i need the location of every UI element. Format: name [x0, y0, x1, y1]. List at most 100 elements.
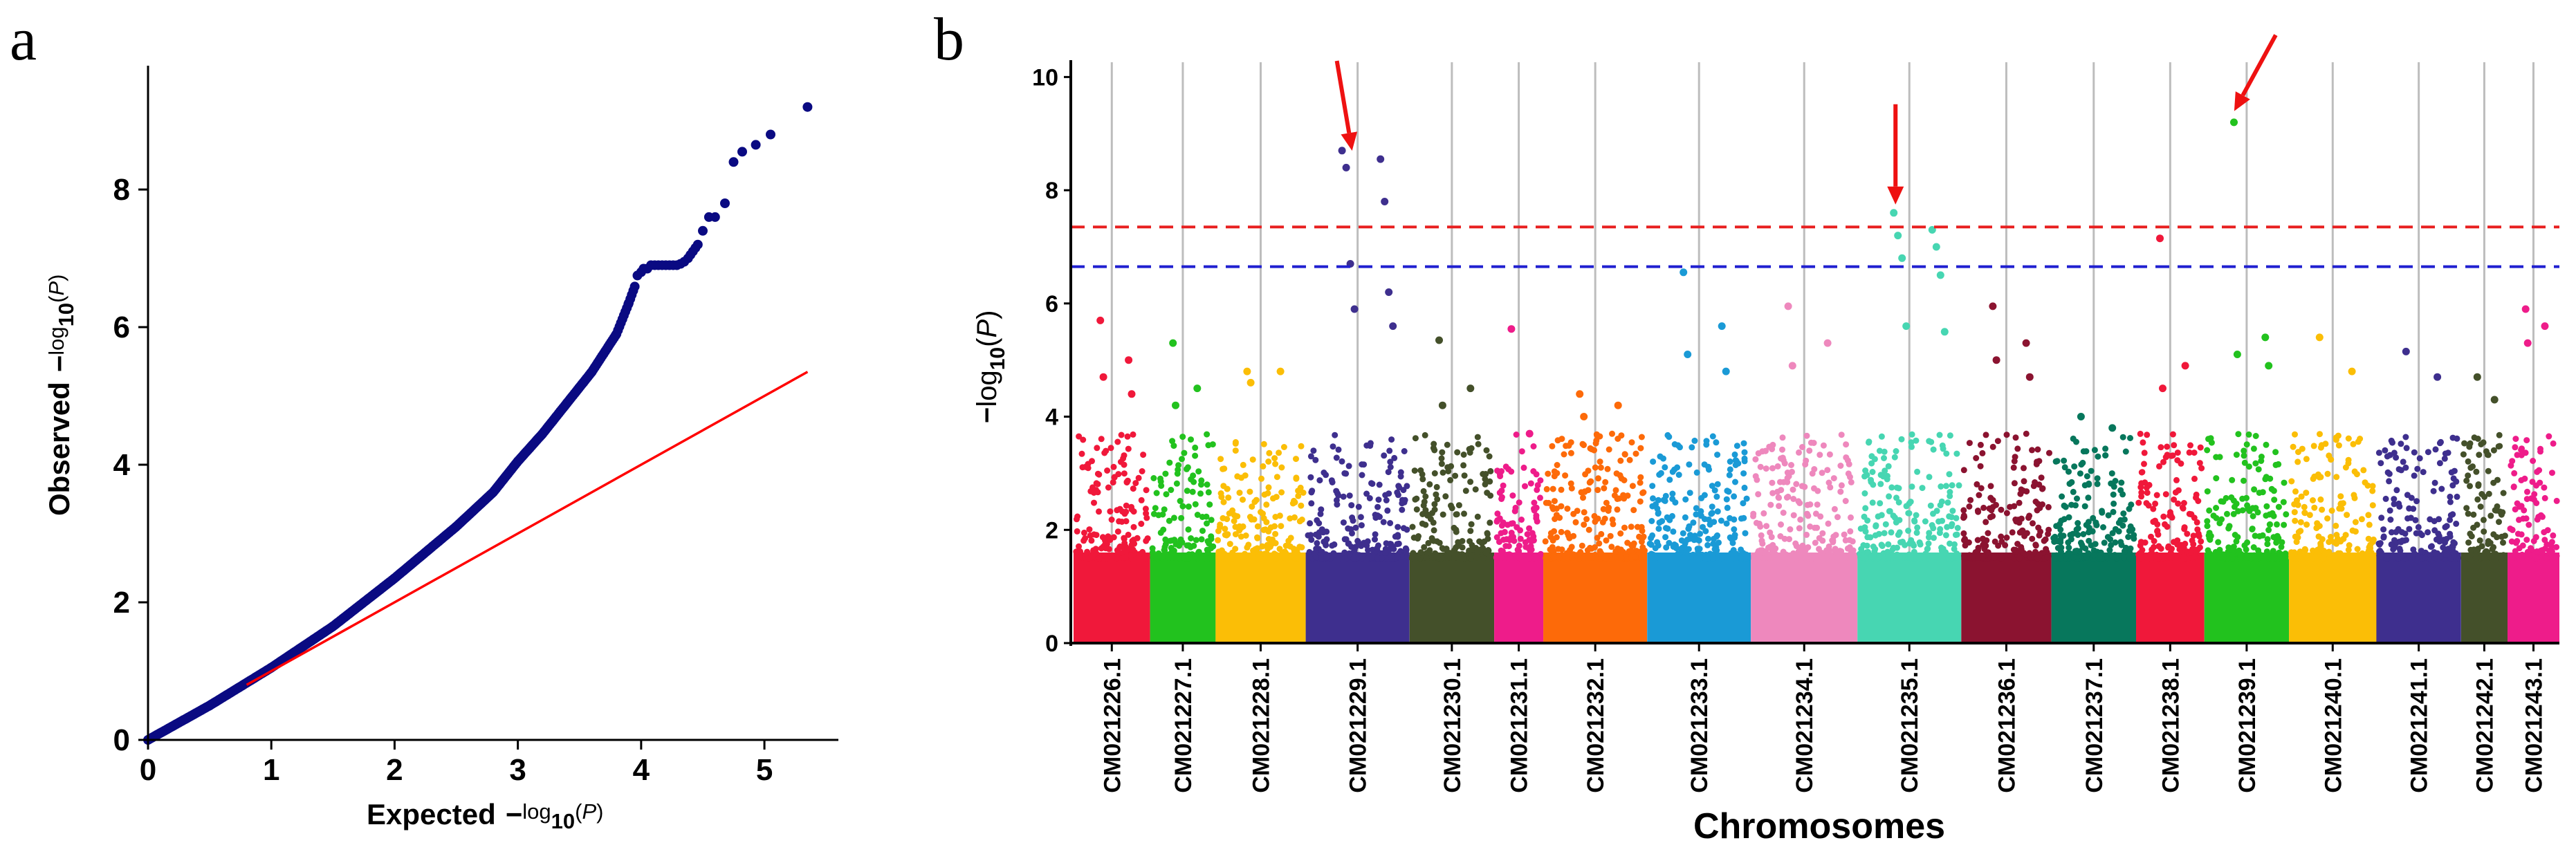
snp-point [1869, 469, 1876, 475]
snp-point [1168, 487, 1175, 493]
snp-point [1871, 456, 1878, 463]
snp-point [1439, 545, 1446, 552]
snp-point [2074, 495, 2080, 502]
snp-point [1537, 477, 1544, 484]
snp-point [1895, 485, 1902, 492]
snp-point [2102, 445, 2109, 452]
snp-point [1873, 523, 1879, 530]
snp-point [1580, 494, 1586, 501]
snp-peak-point [2434, 373, 2442, 381]
snp-point [1143, 555, 1150, 561]
snp-point [1585, 467, 1592, 474]
snp-point [1580, 555, 1587, 561]
snp-point [1410, 550, 1417, 557]
snp-point [1413, 506, 1420, 513]
snp-point [1779, 446, 1785, 453]
snp-point [2514, 538, 2521, 544]
snp-point [1727, 466, 1733, 473]
snp-point [1294, 546, 1300, 553]
qq-point [737, 147, 747, 157]
chromosome-label: CM021227.1 [1170, 658, 1197, 793]
snp-point [1117, 458, 1124, 465]
snp-point [1581, 442, 1587, 449]
snp-point [2057, 526, 2064, 533]
snp-point [2153, 492, 2160, 499]
snp-point [2418, 532, 2425, 539]
snp-point [2086, 537, 2092, 544]
snp-point [1487, 492, 1494, 499]
snp-point [1675, 472, 1682, 479]
manhattan-x-axis-title: Chromosomes [1693, 806, 1945, 846]
snp-peak-point [1169, 339, 1177, 347]
snp-point [1226, 541, 1233, 548]
snp-point [1678, 537, 1685, 544]
snp-point [2335, 442, 2342, 449]
snp-point [2333, 522, 2339, 529]
snp-point [1101, 449, 1108, 456]
snp-point [1076, 543, 1082, 550]
snp-point [1307, 474, 1314, 481]
snp-point [1594, 515, 1601, 522]
snp-point [1273, 474, 1280, 481]
snp-point [1621, 451, 1628, 458]
snp-point [1312, 550, 1318, 557]
snp-point [2524, 488, 2530, 495]
snp-point [1624, 539, 1631, 546]
snp-point [1185, 503, 1192, 510]
snp-point [1372, 531, 1379, 538]
snp-point [2269, 555, 2276, 561]
snp-point [1142, 505, 1149, 512]
snp-point [2244, 539, 2251, 546]
snp-point [2160, 554, 2166, 561]
snp-point [1798, 550, 1805, 557]
snp-point [1877, 481, 1884, 488]
snp-point [1767, 501, 1774, 508]
snp-peak-point [1389, 322, 1397, 331]
snp-point [1509, 520, 1516, 527]
snp-point [2350, 440, 2357, 447]
snp-peak-point [2025, 373, 2034, 381]
snp-point [1422, 493, 1429, 500]
snp-point [1498, 494, 1505, 501]
snp-point [1664, 514, 1671, 521]
snp-point [2495, 443, 2502, 450]
snp-peak-point [1784, 302, 1792, 310]
snp-point [2172, 489, 2179, 496]
chromosome-band [2204, 553, 2290, 643]
snp-point [1760, 510, 1767, 517]
snp-point [1079, 464, 1086, 471]
snp-point [1217, 521, 1224, 528]
snp-point [1871, 548, 1878, 555]
snp-point [1784, 470, 1791, 476]
snp-point [1757, 463, 1764, 470]
snp-point [2313, 553, 2319, 559]
snp-point [1204, 546, 1211, 553]
snp-point [2148, 533, 2154, 540]
snp-point [1474, 548, 1481, 555]
snp-point [1637, 474, 1644, 481]
snp-point [1628, 439, 1635, 446]
snp-point [1919, 485, 1926, 492]
snp-point [1121, 535, 1128, 541]
snp-point [1799, 444, 1805, 450]
snp-point [1769, 465, 1776, 472]
snp-point [1198, 477, 1205, 484]
snp-point [2384, 453, 2391, 460]
snp-point [1176, 542, 1183, 549]
chromosome-labels: CM021226.1 CM021227.1 CM021228.1 CM021229.1… [1099, 643, 2548, 793]
snp-point [2168, 452, 2175, 459]
chromosome-label: CM021234.1 [1792, 658, 1818, 793]
snp-point [1137, 550, 1143, 557]
snp-point [2213, 505, 2220, 511]
snp-point [1695, 537, 1702, 544]
snp-point [2288, 551, 2295, 558]
snp-point [2245, 505, 2252, 512]
snp-point [1885, 541, 1892, 548]
snp-point [1467, 528, 1474, 535]
snp-point [1317, 510, 1324, 517]
snp-point [2337, 493, 2344, 500]
snp-point [1612, 487, 1619, 494]
snp-point [2090, 552, 2097, 559]
snp-point [2393, 528, 2400, 535]
snp-point [2311, 504, 2318, 511]
